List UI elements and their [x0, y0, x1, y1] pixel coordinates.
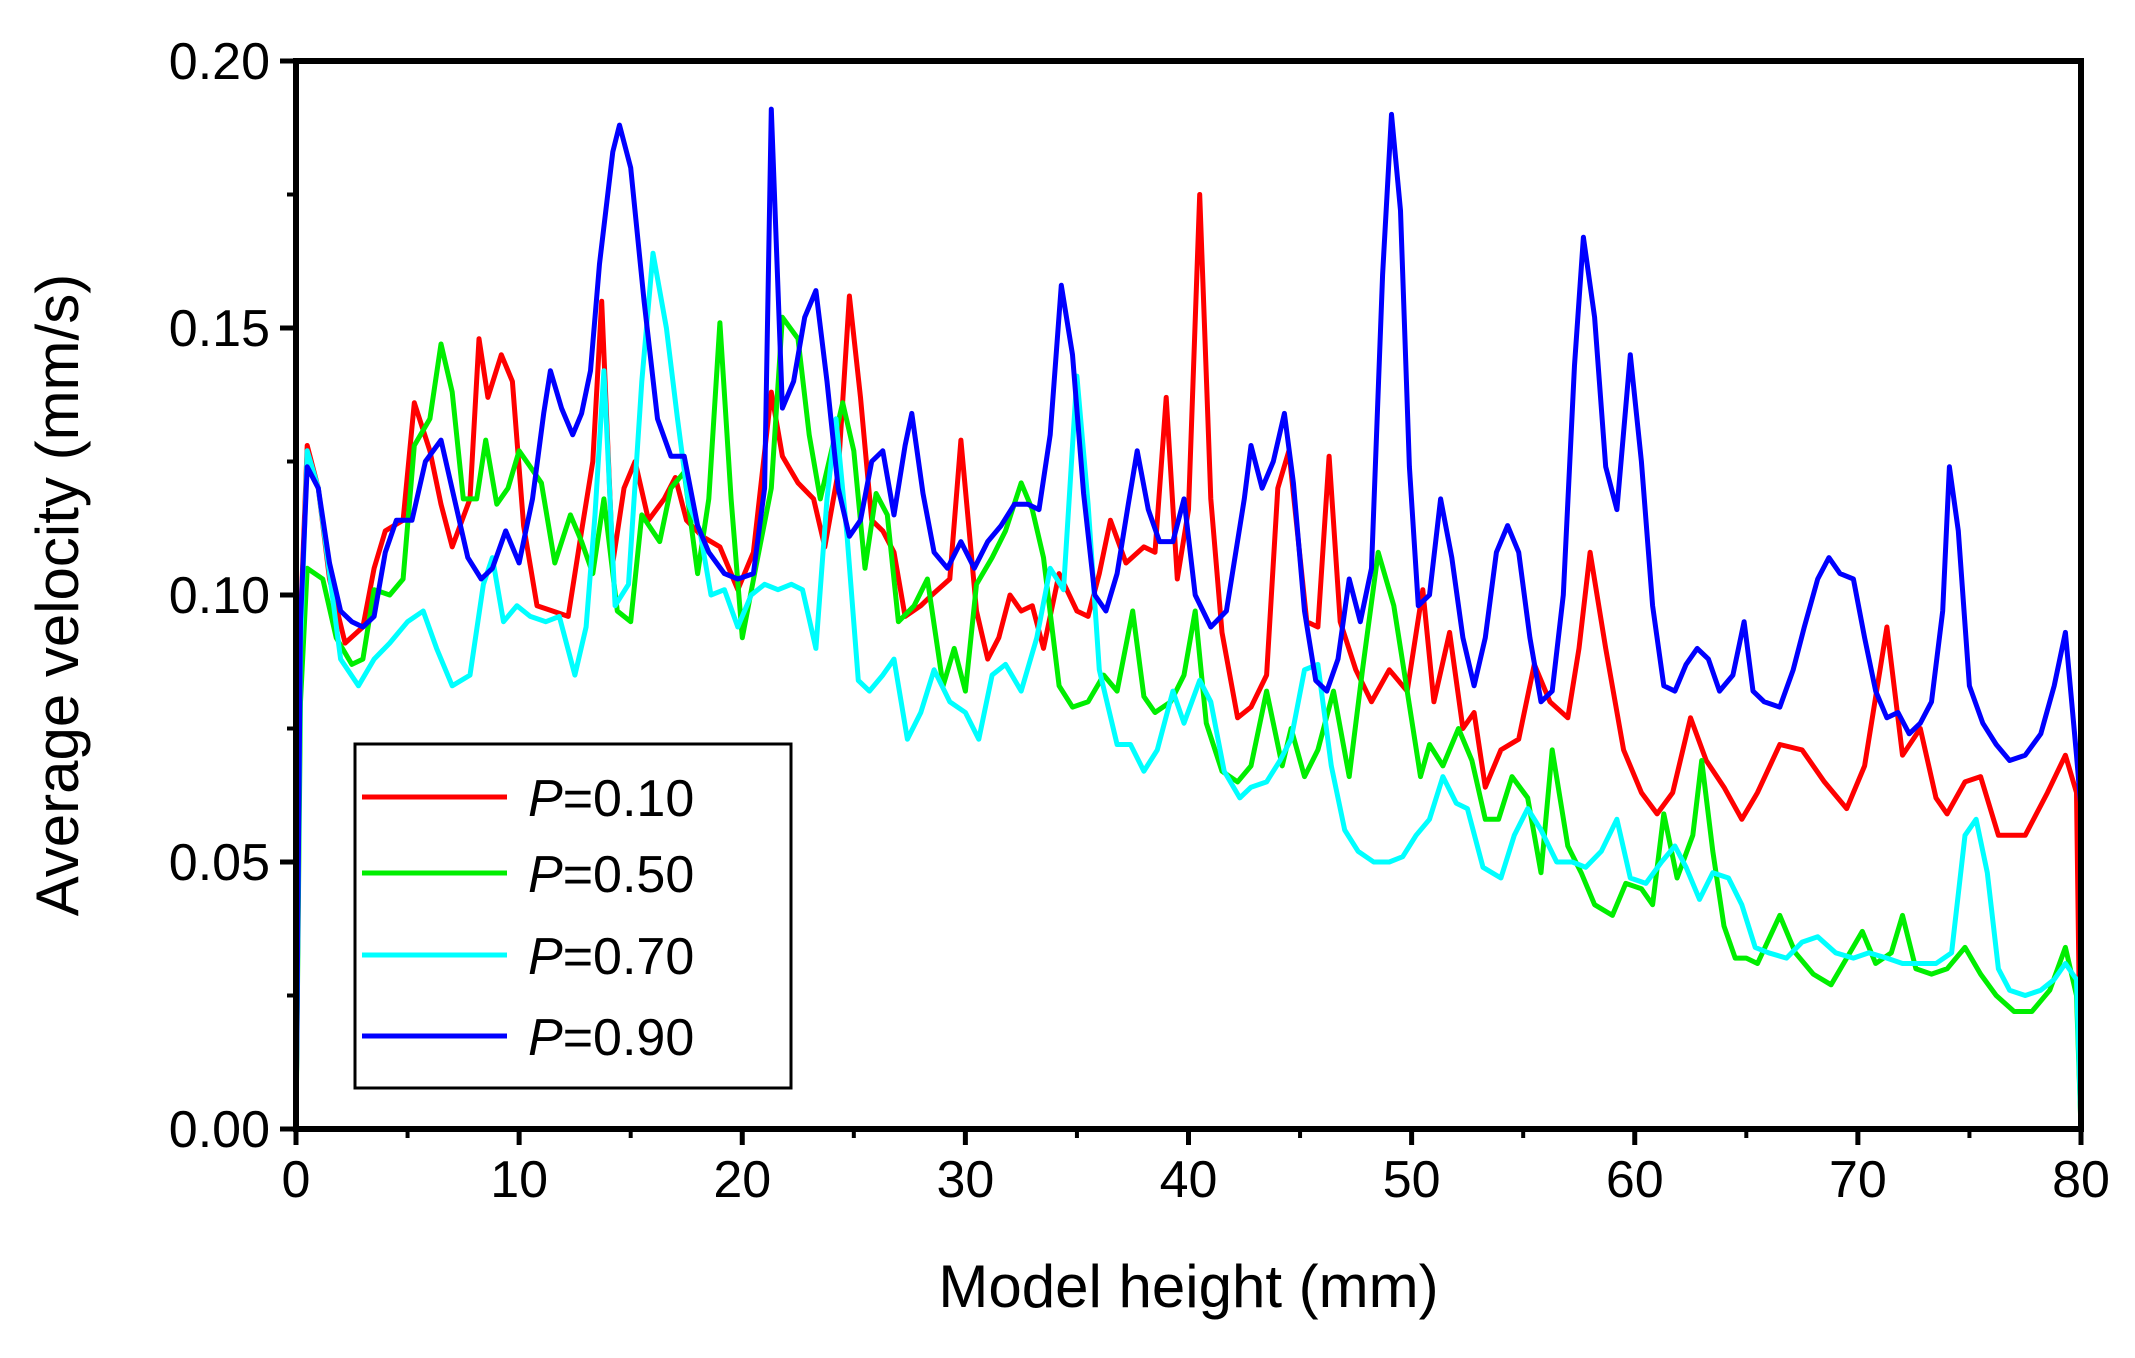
x-tick-label: 0: [282, 1151, 311, 1209]
y-tick-label: 0.15: [169, 300, 270, 358]
y-axis-title: Average velocity (mm/s): [24, 274, 91, 916]
x-tick-label: 50: [1383, 1151, 1441, 1209]
y-tick-label: 0.20: [169, 33, 270, 91]
legend-box: [353, 742, 793, 1090]
legend-value-p010: =0.10: [563, 770, 695, 828]
legend-label-p090: P=0.90: [528, 1009, 694, 1067]
legend-label-p050: P=0.50: [528, 846, 694, 904]
series-layer: [296, 106, 2081, 1129]
series-line-090: [296, 106, 2081, 1129]
x-axis-title: Model height (mm): [938, 1253, 1438, 1320]
y-tick-label: 0.00: [169, 1101, 270, 1159]
legend-label-p010: P=0.10: [528, 770, 694, 828]
legend-value-p090: =0.90: [563, 1009, 695, 1067]
x-tick-label: 40: [1160, 1151, 1218, 1209]
x-tick-label: 70: [1829, 1151, 1887, 1209]
x-tick-label: 30: [936, 1151, 994, 1209]
x-tick-label: 10: [490, 1151, 548, 1209]
legend: P=0.10 P=0.50 P=0.70 P=0.90: [353, 742, 793, 1090]
x-tick-label: 20: [713, 1151, 771, 1209]
legend-value-p070: =0.70: [563, 928, 695, 986]
series-line-050: [296, 314, 2081, 1129]
legend-label-p070: P=0.70: [528, 928, 694, 986]
series-line-010: [296, 192, 2081, 1129]
x-tick-label: 80: [2052, 1151, 2110, 1209]
y-tick-label: 0.10: [169, 567, 270, 625]
legend-prefix-p070: P: [528, 928, 563, 986]
legend-prefix-p010: P: [528, 770, 563, 828]
y-tick-label: 0.05: [169, 834, 270, 892]
tick-layer: 0 10 20 30 40 50 60 70 80 0.00 0.05 0.10 0.15 0.20: [169, 33, 2110, 1209]
x-tick-label: 60: [1606, 1151, 1664, 1209]
legend-prefix-p050: P: [528, 846, 563, 904]
series-line-070: [296, 250, 2081, 1129]
legend-value-p050: =0.50: [563, 846, 695, 904]
legend-prefix-p090: P: [528, 1009, 563, 1067]
